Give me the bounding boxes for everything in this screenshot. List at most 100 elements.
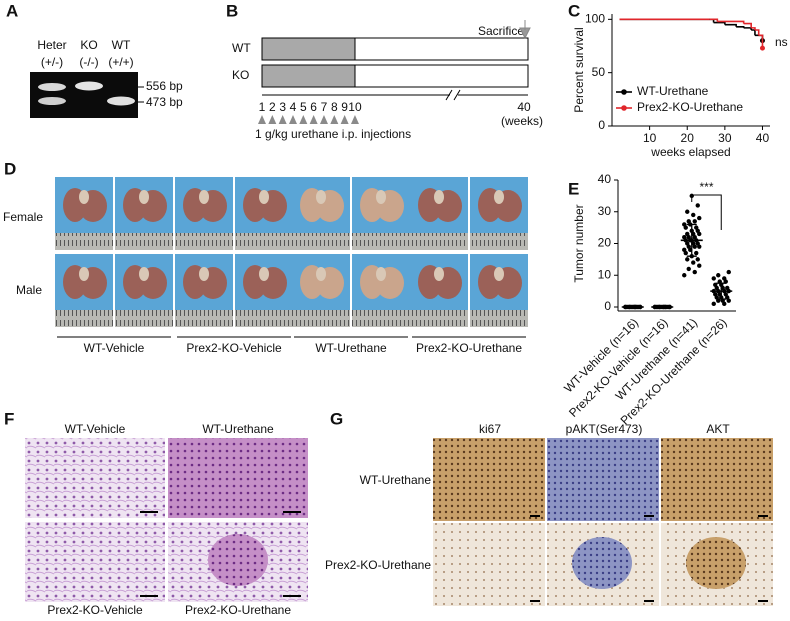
y-tick-label: 20 xyxy=(598,236,612,250)
tumor-dot xyxy=(697,263,702,268)
group-label: Prex2-KO-Urethane xyxy=(416,341,522,355)
significance-bracket xyxy=(691,194,722,230)
x-tick-label: 10 xyxy=(643,131,657,145)
survival-step xyxy=(743,22,752,28)
genotype-label: (-/-) xyxy=(79,55,98,69)
injection-arrow xyxy=(288,115,297,124)
tumor-dot xyxy=(691,260,696,265)
stained-region xyxy=(686,537,746,589)
tumor-dot xyxy=(711,301,716,307)
lane-label: WT xyxy=(112,38,131,52)
injection-arrow xyxy=(268,115,277,124)
sacrifice-arrow xyxy=(519,20,531,40)
week-number: 7 xyxy=(321,100,328,114)
survival-end xyxy=(759,45,765,51)
y-tick-label: 100 xyxy=(585,12,605,26)
ihc-column: pAKT(Ser473) xyxy=(566,422,643,436)
panel-label: E xyxy=(568,179,579,198)
treatment-period xyxy=(261,37,356,61)
tumor-dot xyxy=(695,257,700,262)
legend-marker xyxy=(621,89,627,95)
injection-arrow xyxy=(299,115,308,124)
y-tick-label: 40 xyxy=(598,172,612,186)
stained-region xyxy=(572,537,632,589)
heart xyxy=(259,190,269,204)
sacrifice-label: Sacrifice xyxy=(478,24,524,38)
heart xyxy=(316,267,326,281)
gel-band xyxy=(38,83,66,91)
panel-label: F xyxy=(4,409,14,428)
week-unit: (weeks) xyxy=(501,114,543,128)
survival-step xyxy=(751,29,756,36)
heart xyxy=(376,267,386,281)
ruler xyxy=(410,233,468,250)
ihc-column: ki67 xyxy=(479,422,501,436)
row-label: Female xyxy=(3,210,43,224)
ruler xyxy=(55,310,113,327)
gel-band xyxy=(38,97,66,105)
y-axis-label: Percent survival xyxy=(572,27,586,112)
panel-label: D xyxy=(4,159,16,178)
tumor-dot xyxy=(682,247,687,253)
tumor-dot xyxy=(685,257,690,262)
histology-label: WT-Urethane xyxy=(202,422,274,436)
survival-step xyxy=(724,23,737,27)
tumor-dot xyxy=(722,276,727,281)
x-tick-label: 30 xyxy=(718,131,732,145)
tumor-dot xyxy=(682,234,687,240)
injection-arrow xyxy=(258,115,266,124)
tumor-nodule xyxy=(208,534,268,586)
ruler xyxy=(175,233,233,250)
histology-label: Prex2-KO-Vehicle xyxy=(47,603,143,617)
tumor-dot xyxy=(686,266,691,272)
histology-image xyxy=(25,438,165,518)
ruler xyxy=(292,233,350,250)
heart xyxy=(316,190,326,204)
heart xyxy=(376,190,386,204)
tumor-dot xyxy=(691,212,696,218)
week-number: 9 xyxy=(341,100,348,114)
ruler xyxy=(352,233,410,250)
week-number: 4 xyxy=(290,100,297,114)
week-number: 8 xyxy=(331,100,338,114)
annotation: ns xyxy=(775,35,788,49)
heart xyxy=(79,267,89,281)
heart xyxy=(494,190,504,204)
survival-step xyxy=(736,26,745,28)
tumor-dot xyxy=(716,273,721,278)
histology-label: Prex2-KO-Urethane xyxy=(185,603,291,617)
ruler xyxy=(470,233,528,250)
survival-step xyxy=(751,27,756,30)
ihc-images xyxy=(433,438,773,606)
survival-step xyxy=(713,21,726,25)
heart xyxy=(494,267,504,281)
tumor-dot xyxy=(692,219,697,224)
survival-chart: 0 50 100 10 20 30 40 Percent survival weeks elap… xyxy=(572,12,788,160)
ruler xyxy=(292,310,350,327)
panel-label: A xyxy=(6,1,18,20)
genotype-label: (+/+) xyxy=(108,55,133,69)
end-week: 40 xyxy=(517,100,531,114)
injection-arrow xyxy=(309,115,318,124)
band-size: 556 bp xyxy=(146,79,183,93)
tumor-dot xyxy=(682,273,687,278)
heart xyxy=(139,267,149,281)
ihc-image xyxy=(661,438,773,521)
injection-arrow xyxy=(319,115,328,124)
histology-label: WT-Vehicle xyxy=(65,422,126,436)
group-label: KO xyxy=(232,68,249,82)
lane-label: Heter xyxy=(37,38,66,52)
x-axis-label: weeks elapsed xyxy=(650,145,730,159)
histology-image xyxy=(168,438,308,518)
survival-step xyxy=(758,34,764,49)
tumor-dot xyxy=(726,269,731,275)
tumor-dot xyxy=(685,209,690,214)
group-label: Prex2-KO-Vehicle xyxy=(186,341,282,355)
injection-arrow xyxy=(340,115,349,124)
week-number: 2 xyxy=(269,100,276,114)
tumor-dot xyxy=(695,203,700,208)
group-label: WT xyxy=(232,41,251,55)
heart xyxy=(79,190,89,204)
week-ticks: 1 2 3 4 5 6 7 8 9 10 xyxy=(258,100,362,124)
sd-bar xyxy=(686,223,697,257)
